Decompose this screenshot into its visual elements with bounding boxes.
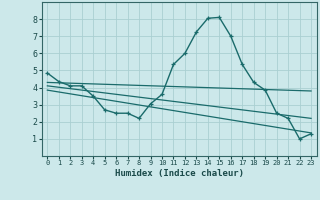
- X-axis label: Humidex (Indice chaleur): Humidex (Indice chaleur): [115, 169, 244, 178]
